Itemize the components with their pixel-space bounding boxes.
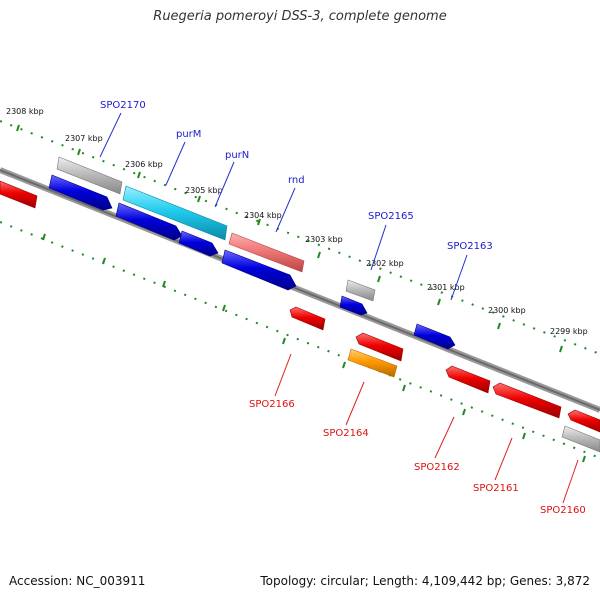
- gene-arrow[interactable]: [178, 230, 219, 257]
- gene-label: purN: [225, 150, 249, 161]
- gene-label: rnd: [288, 175, 305, 186]
- gene-label: SPO2162: [414, 462, 460, 473]
- gene-arrow[interactable]: [228, 232, 305, 273]
- label-leaders: [99, 112, 468, 301]
- gene-arrow[interactable]: [221, 249, 297, 291]
- kbp-tick-label: 2300 kbp: [488, 306, 526, 315]
- gene-arrow[interactable]: [48, 174, 113, 211]
- kbp-tick-label: 2305 kbp: [185, 186, 223, 195]
- gene-label: SPO2161: [473, 483, 519, 494]
- gene-arrow[interactable]: [492, 382, 562, 419]
- ruler-major-ticks: [16, 124, 586, 463]
- ruler-lower: [0, 221, 600, 459]
- kbp-tick-label: 2299 kbp: [550, 327, 588, 336]
- kbp-tick-label: 2303 kbp: [305, 235, 343, 244]
- kbp-tick-label: 2301 kbp: [427, 283, 465, 292]
- gene-arrow[interactable]: [445, 365, 491, 394]
- gene-label: SPO2166: [249, 399, 295, 410]
- gene-label: SPO2160: [540, 505, 586, 516]
- gene-arrow[interactable]: [289, 306, 326, 331]
- gene-arrow[interactable]: [355, 332, 404, 362]
- gene-label: SPO2165: [368, 211, 414, 222]
- accession-text: Accession: NC_003911: [9, 574, 146, 588]
- gene-arrow[interactable]: [56, 156, 123, 195]
- topology-text: Topology: circular; Length: 4,109,442 bp…: [260, 574, 590, 588]
- gene-arrow[interactable]: [0, 180, 38, 209]
- gene-arrow[interactable]: [339, 295, 368, 316]
- kbp-tick-label: 2304 kbp: [244, 211, 282, 220]
- kbp-tick-label: 2308 kbp: [6, 107, 44, 116]
- gene-arrow[interactable]: [122, 185, 228, 241]
- gene-label: SPO2164: [323, 428, 369, 439]
- gene-arrow[interactable]: [567, 409, 600, 433]
- gene-arrow[interactable]: [115, 202, 183, 241]
- gene-label: SPO2163: [447, 241, 493, 252]
- kbp-tick-label: 2302 kbp: [366, 259, 404, 268]
- gene-label: purM: [176, 129, 201, 140]
- label-leaders-bottom: [274, 353, 579, 504]
- gene-features: [0, 156, 600, 453]
- gene-arrow[interactable]: [561, 425, 600, 453]
- map-title: Ruegeria pomeroyi DSS-3, complete genome: [153, 9, 447, 24]
- gene-label: SPO2170: [100, 100, 146, 111]
- gene-arrow[interactable]: [345, 279, 376, 302]
- gene-arrow[interactable]: [413, 323, 456, 350]
- genome-backbone-core: [0, 169, 600, 411]
- gene-arrow[interactable]: [347, 348, 398, 378]
- kbp-tick-label: 2306 kbp: [125, 160, 163, 169]
- kbp-tick-label: 2307 kbp: [65, 134, 103, 143]
